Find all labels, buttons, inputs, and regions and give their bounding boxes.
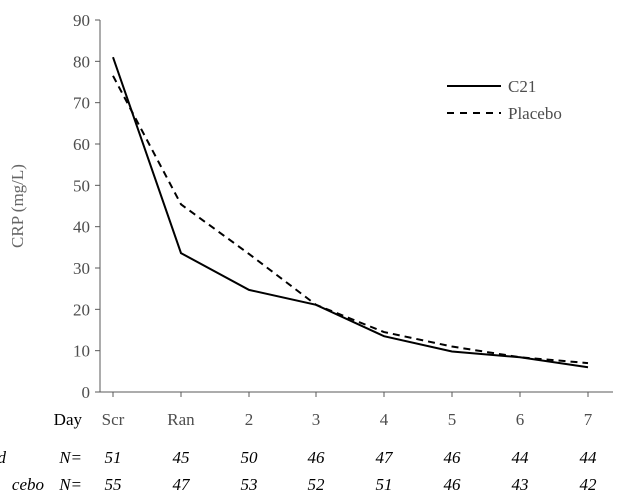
- x-tick-label: Ran: [167, 410, 195, 429]
- n-value: 45: [173, 448, 190, 467]
- y-ticks: 0 10 20 30 40 50 60 70 80 90: [73, 11, 100, 402]
- n-value: 55: [105, 475, 122, 494]
- n-value: 50: [241, 448, 259, 467]
- series-line-placebo: [112, 75, 589, 365]
- x-tick-label: 7: [584, 410, 593, 429]
- n-value: 46: [444, 448, 462, 467]
- n-value: 43: [512, 475, 529, 494]
- y-tick-label: 70: [73, 94, 90, 113]
- n-table: d N= 51 45 50 46 47 46 44 44 cebo N= 55 47 53 52 51 46 43 4…: [0, 448, 597, 494]
- y-tick-label: 80: [73, 52, 90, 71]
- x-axis-label: Day: [54, 410, 83, 429]
- y-tick-label: 90: [73, 11, 90, 30]
- n-value: 46: [444, 475, 462, 494]
- y-tick-label: 60: [73, 135, 90, 154]
- legend: C21 Placebo: [447, 77, 562, 123]
- x-tick-label: Scr: [102, 410, 125, 429]
- y-tick-label: 50: [73, 176, 90, 195]
- x-tick-label: 4: [380, 410, 389, 429]
- y-tick-label: 40: [73, 218, 90, 237]
- n-row-prefix: N=: [58, 448, 82, 467]
- n-row-prefix: N=: [58, 475, 82, 494]
- y-axis-label: CRP (mg/L): [8, 164, 27, 248]
- n-value: 51: [376, 475, 393, 494]
- x-tick-label: 5: [448, 410, 457, 429]
- y-tick-label: 30: [73, 259, 90, 278]
- series-lines: [112, 56, 589, 369]
- y-tick-label: 10: [73, 342, 90, 361]
- x-ticks: Scr Ran 2 3 4 5 6 7: [102, 392, 593, 429]
- x-tick-label: 3: [312, 410, 321, 429]
- n-value: 42: [580, 475, 598, 494]
- n-row-group-label: cebo: [12, 475, 44, 494]
- n-value: 46: [308, 448, 326, 467]
- legend-label-placebo: Placebo: [508, 104, 562, 123]
- n-value: 47: [376, 448, 395, 467]
- n-value: 53: [241, 475, 258, 494]
- n-value: 52: [308, 475, 326, 494]
- n-value: 47: [173, 475, 192, 494]
- x-tick-label: 2: [245, 410, 254, 429]
- n-value: 44: [580, 448, 598, 467]
- n-value: 44: [512, 448, 530, 467]
- y-tick-label: 20: [73, 300, 90, 319]
- n-row-group-label: d: [0, 448, 7, 467]
- n-value: 51: [105, 448, 122, 467]
- x-tick-label: 6: [516, 410, 525, 429]
- legend-label-c21: C21: [508, 77, 536, 96]
- y-tick-label: 0: [82, 383, 91, 402]
- series-line-c21: [112, 56, 589, 369]
